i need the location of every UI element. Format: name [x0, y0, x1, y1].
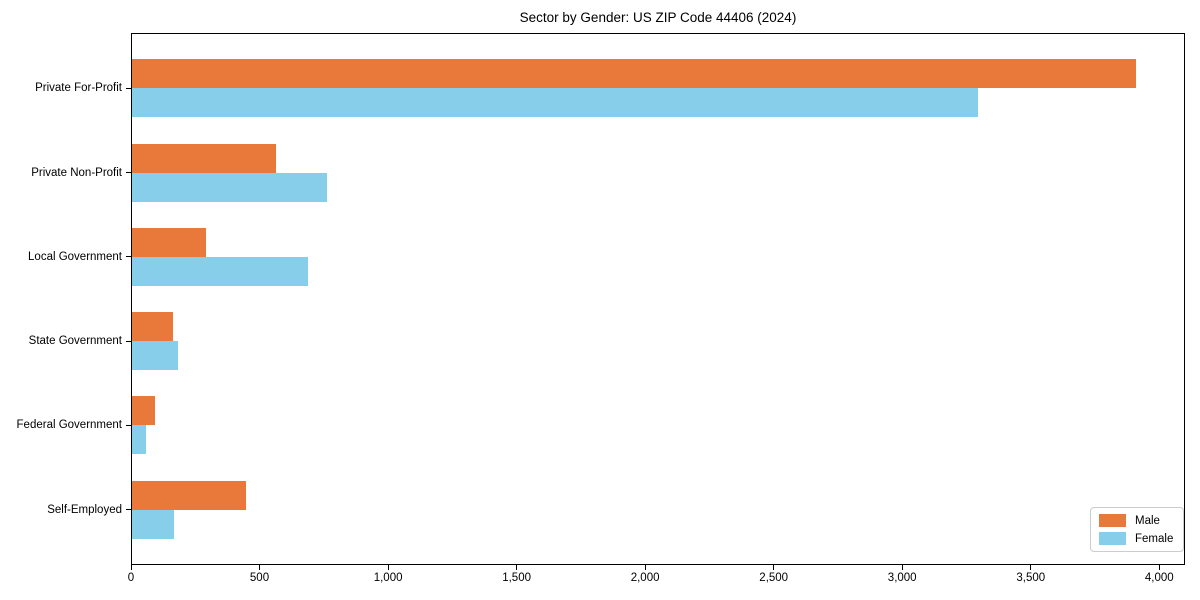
x-axis-tick	[1030, 565, 1032, 570]
bar-male-2	[131, 227, 206, 257]
x-tick-label: 500	[249, 572, 270, 584]
x-axis-tick	[773, 565, 775, 570]
bar-female-1	[131, 172, 327, 202]
x-axis-tick	[387, 565, 389, 570]
x-tick-label: 2,500	[759, 572, 789, 584]
bar-female-3	[131, 341, 179, 371]
y-axis-tick	[126, 424, 131, 426]
legend-item-female: Female	[1099, 532, 1173, 545]
bar-male-4	[131, 396, 155, 426]
bar-chart-plot-area	[131, 33, 1185, 565]
x-axis-tick	[259, 565, 260, 570]
y-category-label: Private For-Profit	[35, 82, 122, 95]
x-tick-label: 1,000	[373, 572, 403, 584]
y-axis-tick	[126, 340, 131, 342]
legend-swatch-female	[1099, 532, 1126, 545]
bar-male-1	[131, 143, 277, 173]
x-tick-label: 4,000	[1144, 572, 1174, 584]
x-axis-tick	[130, 565, 132, 570]
y-axis-tick	[126, 256, 131, 258]
y-category-label: Federal Government	[16, 419, 122, 432]
bar-female-2	[131, 256, 308, 286]
x-axis-tick	[516, 565, 518, 570]
x-tick-label: 2,000	[630, 572, 660, 584]
legend-label-female: Female	[1135, 532, 1174, 545]
x-axis-tick	[644, 565, 646, 570]
y-category-label: Local Government	[28, 250, 122, 263]
bar-female-0	[131, 88, 978, 118]
x-tick-label: 3,000	[887, 572, 917, 584]
x-axis-tick	[1158, 565, 1160, 570]
chart-title: Sector by Gender: US ZIP Code 44406 (202…	[519, 10, 797, 25]
bar-female-5	[131, 509, 174, 539]
y-category-label: State Government	[28, 335, 122, 347]
legend-label-male: Male	[1135, 514, 1160, 527]
y-axis-tick	[126, 509, 131, 510]
bar-female-4	[131, 425, 146, 455]
y-axis-tick	[126, 87, 131, 89]
x-tick-label: 0	[127, 572, 135, 584]
bar-male-0	[131, 59, 1137, 89]
legend-swatch-male	[1099, 514, 1126, 527]
y-category-label: Self-Employed	[47, 503, 122, 516]
x-tick-label: 1,500	[502, 572, 531, 584]
legend: Male Female	[1090, 507, 1185, 552]
x-tick-label: 3,500	[1016, 572, 1046, 584]
y-category-label: Private Non-Profit	[31, 166, 122, 179]
bar-male-3	[131, 312, 174, 342]
legend-item-male: Male	[1099, 514, 1173, 527]
y-axis-tick	[126, 172, 131, 173]
x-axis-tick	[901, 565, 903, 570]
bar-male-5	[131, 480, 247, 510]
